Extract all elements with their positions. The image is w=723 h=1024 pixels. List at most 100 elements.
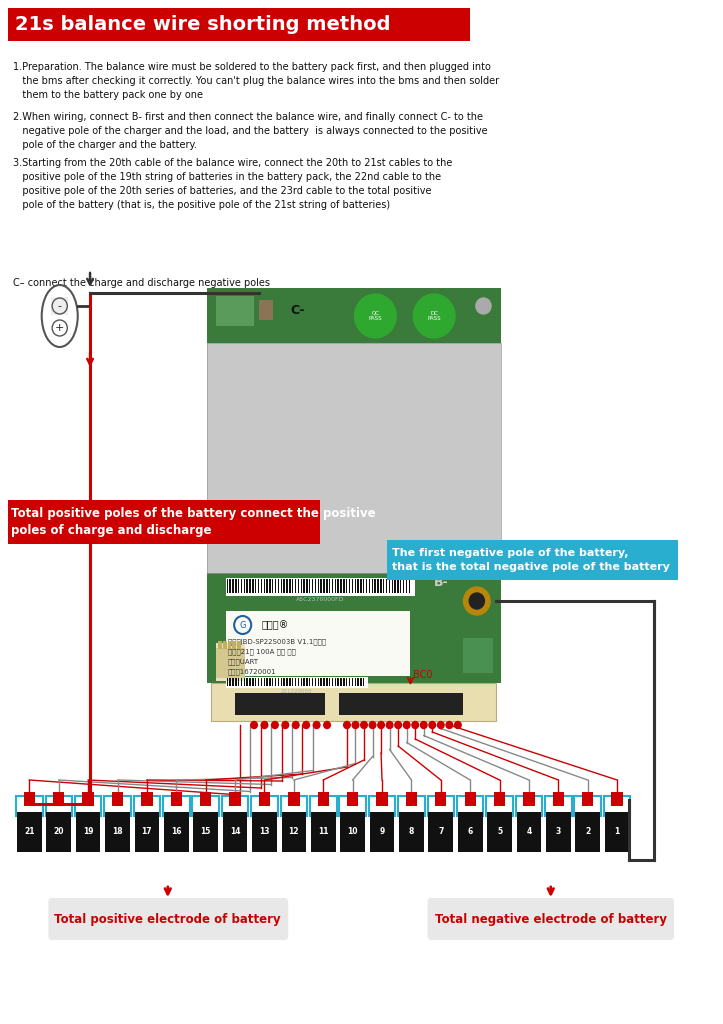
Text: C– connect the charge and discharge negative poles: C– connect the charge and discharge nega… xyxy=(13,278,270,288)
Bar xyxy=(386,579,388,593)
Bar xyxy=(369,812,394,852)
Bar xyxy=(266,579,268,593)
Circle shape xyxy=(446,722,453,728)
Bar xyxy=(383,579,385,593)
Text: 13: 13 xyxy=(260,827,270,837)
Bar xyxy=(427,796,454,816)
Circle shape xyxy=(469,593,484,609)
Bar xyxy=(523,792,534,806)
Circle shape xyxy=(395,722,401,728)
Bar xyxy=(298,579,299,593)
Bar xyxy=(244,678,245,686)
Bar xyxy=(369,579,370,593)
Bar xyxy=(261,579,262,593)
Circle shape xyxy=(377,722,385,728)
Text: -: - xyxy=(58,301,61,311)
Text: 2.When wiring, connect B- first and then connect the balance wire, and finally c: 2.When wiring, connect B- first and then… xyxy=(13,112,488,150)
Text: 10: 10 xyxy=(347,827,358,837)
Bar xyxy=(193,812,218,852)
Bar xyxy=(283,579,285,593)
Bar xyxy=(17,812,42,852)
Bar xyxy=(82,792,94,806)
Bar xyxy=(339,796,366,816)
Bar xyxy=(546,812,570,852)
Bar xyxy=(269,678,270,686)
Bar xyxy=(228,641,231,649)
Bar xyxy=(222,796,249,816)
Bar xyxy=(582,792,594,806)
Bar xyxy=(394,579,395,593)
Circle shape xyxy=(476,298,491,314)
Bar xyxy=(281,796,307,816)
Circle shape xyxy=(251,722,257,728)
Bar xyxy=(552,792,564,806)
Bar xyxy=(346,579,348,593)
Text: 通讯：UART: 通讯：UART xyxy=(228,658,259,665)
Bar xyxy=(372,579,373,593)
Bar xyxy=(403,579,404,593)
Circle shape xyxy=(429,722,435,728)
Bar xyxy=(332,678,333,686)
Bar xyxy=(399,812,424,852)
Bar xyxy=(463,638,493,673)
Bar xyxy=(247,579,248,593)
Bar xyxy=(346,678,348,686)
Text: 14: 14 xyxy=(230,827,240,837)
Circle shape xyxy=(303,722,309,728)
Text: 7: 7 xyxy=(438,827,443,837)
Bar xyxy=(207,573,500,683)
Bar xyxy=(259,300,273,319)
Bar xyxy=(235,678,236,686)
Bar xyxy=(312,579,313,593)
Bar xyxy=(343,678,345,686)
Bar xyxy=(229,792,241,806)
Text: 1: 1 xyxy=(615,827,620,837)
Circle shape xyxy=(463,587,490,615)
Bar xyxy=(134,812,159,852)
Text: 1.Preparation. The balance wire must be soldered to the battery pack first, and : 1.Preparation. The balance wire must be … xyxy=(13,62,500,100)
Bar xyxy=(24,792,35,806)
Bar xyxy=(229,579,231,593)
Bar xyxy=(244,579,245,593)
Text: 2: 2 xyxy=(585,827,591,837)
Bar xyxy=(263,579,265,593)
Text: 18: 18 xyxy=(112,827,123,837)
Bar xyxy=(292,579,294,593)
Text: 21s balance wire shorting method: 21s balance wire shorting method xyxy=(15,15,390,35)
Bar xyxy=(406,792,417,806)
Bar xyxy=(406,579,407,593)
Circle shape xyxy=(369,722,376,728)
Bar xyxy=(457,796,484,816)
Bar xyxy=(338,678,339,686)
Bar xyxy=(249,579,251,593)
Bar xyxy=(163,796,189,816)
Text: 19: 19 xyxy=(83,827,93,837)
Bar xyxy=(545,796,572,816)
Text: 17: 17 xyxy=(142,827,153,837)
Text: 12: 12 xyxy=(288,827,299,837)
Circle shape xyxy=(455,722,461,728)
Text: 8: 8 xyxy=(408,827,414,837)
Bar xyxy=(241,579,242,593)
Bar xyxy=(76,812,100,852)
Bar xyxy=(46,812,71,852)
Bar xyxy=(320,579,322,593)
Bar xyxy=(112,792,123,806)
Bar xyxy=(387,540,677,580)
Bar xyxy=(235,693,325,715)
Bar xyxy=(238,678,239,686)
Bar xyxy=(339,693,463,715)
Bar xyxy=(281,812,307,852)
Bar xyxy=(164,812,189,852)
Bar xyxy=(226,678,228,686)
Bar xyxy=(400,579,401,593)
Bar xyxy=(357,579,359,593)
Text: B-: B- xyxy=(435,577,449,590)
Bar xyxy=(232,641,236,649)
Bar xyxy=(315,678,316,686)
Bar xyxy=(487,796,513,816)
Bar xyxy=(46,796,72,816)
Bar xyxy=(301,678,302,686)
Bar xyxy=(338,579,339,593)
Bar xyxy=(281,678,282,686)
